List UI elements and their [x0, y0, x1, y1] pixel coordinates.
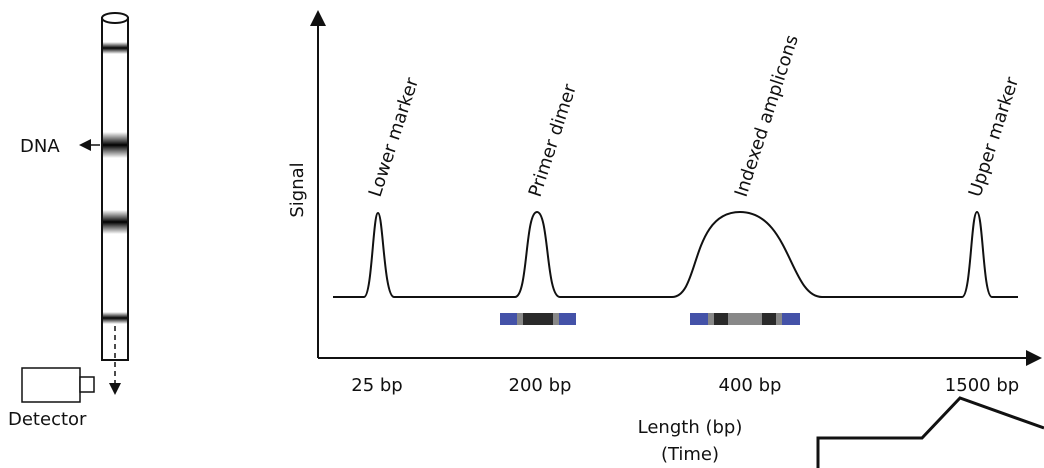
decoration-line	[816, 396, 1044, 468]
gel-bars	[500, 313, 800, 325]
peak-label: Primer dimer	[525, 81, 581, 199]
peak-label: Lower marker	[365, 75, 423, 200]
size-label: 200 bp	[509, 375, 572, 396]
peak-label: Upper marker	[965, 74, 1024, 199]
y-axis-label: Signal	[287, 162, 308, 217]
peak-label: Indexed amplicons	[731, 32, 803, 199]
size-label: 400 bp	[719, 375, 782, 396]
dna-label: DNA	[20, 136, 60, 157]
size-label: 1500 bp	[945, 375, 1019, 396]
detector	[21, 367, 95, 403]
x-axis-label: Length (bp)	[638, 417, 743, 438]
size-label: 25 bp	[351, 375, 402, 396]
signal-trace	[333, 210, 1018, 298]
capillary	[79, 12, 129, 395]
x-axis-sublabel: (Time)	[661, 444, 719, 465]
detector-label: Detector	[8, 409, 87, 430]
axes	[310, 10, 1042, 366]
